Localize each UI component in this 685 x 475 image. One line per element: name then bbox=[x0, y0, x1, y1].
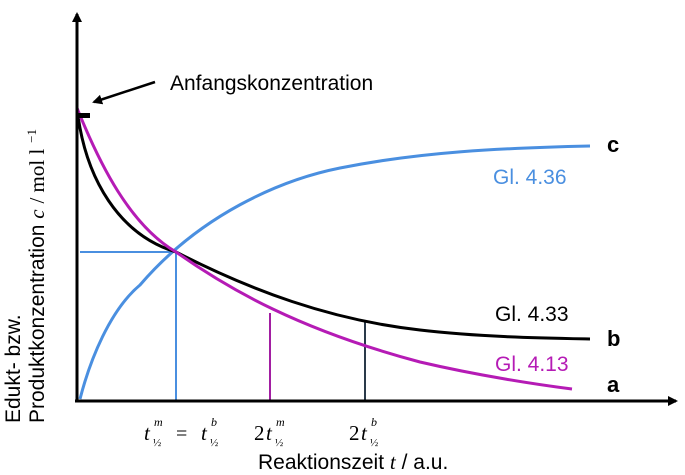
svg-text:m: m bbox=[276, 415, 285, 429]
x-axis-label: Reaktionszeit t / a.u. bbox=[258, 450, 448, 474]
svg-text:b: b bbox=[211, 415, 217, 429]
series-b-line bbox=[75, 107, 591, 341]
annotation-text: Anfangskonzentration bbox=[170, 72, 373, 95]
series-c-line bbox=[78, 144, 591, 400]
svg-text:t: t bbox=[266, 421, 273, 445]
y-axis-label-line1: Edukt- bzw. bbox=[2, 314, 25, 423]
series-c-equation-label: Gl. 4.36 bbox=[493, 166, 567, 189]
series-a-line bbox=[75, 107, 573, 391]
series-c-letter: c bbox=[607, 132, 619, 157]
tick-label-halflife: t m ½ = t b ½ bbox=[144, 415, 218, 449]
initial-concentration-marker bbox=[76, 113, 90, 118]
series-a-letter: a bbox=[607, 372, 620, 397]
svg-text:t: t bbox=[201, 421, 208, 445]
svg-text:2: 2 bbox=[254, 421, 265, 445]
svg-text:½: ½ bbox=[210, 437, 218, 449]
svg-text:t: t bbox=[361, 421, 368, 445]
series-b-equation-label: Gl. 4.33 bbox=[495, 303, 569, 326]
tick-label-2-halflife-a: 2 t m ½ bbox=[254, 415, 285, 449]
series-a-equation-label: Gl. 4.13 bbox=[495, 353, 569, 376]
svg-text:2: 2 bbox=[349, 421, 360, 445]
svg-text:m: m bbox=[154, 415, 163, 429]
annotation-arrow bbox=[92, 80, 156, 105]
tick-label-2-halflife-b: 2 t b ½ bbox=[349, 415, 378, 449]
svg-text:t: t bbox=[144, 421, 151, 445]
svg-text:½: ½ bbox=[153, 437, 161, 449]
series-b-letter: b bbox=[607, 326, 620, 351]
svg-text:=: = bbox=[176, 423, 187, 445]
y-axis-label-line2: Produktkonzentration c / mol l −1 bbox=[24, 129, 49, 423]
svg-text:b: b bbox=[371, 415, 377, 429]
svg-text:½: ½ bbox=[275, 437, 283, 449]
svg-text:½: ½ bbox=[370, 437, 378, 449]
